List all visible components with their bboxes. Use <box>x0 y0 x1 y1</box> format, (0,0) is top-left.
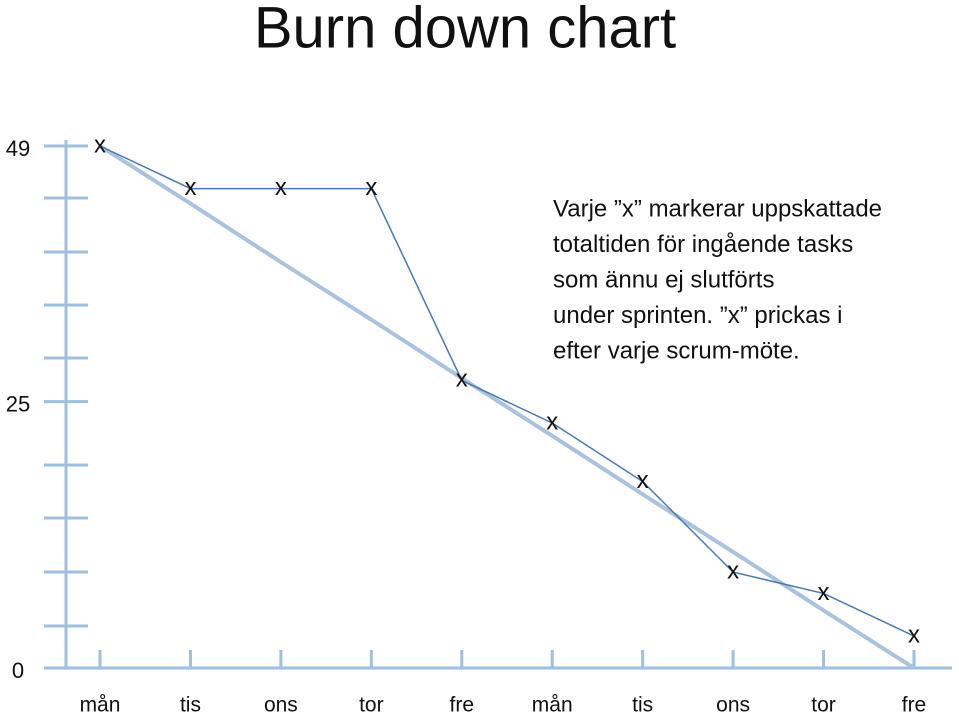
y-tick-label: 0 <box>12 658 24 683</box>
x-tick-label: fre <box>450 694 475 717</box>
x-tick-label: mån <box>532 694 573 717</box>
x-tick-label: tis <box>180 694 201 717</box>
chart-title: Burn down chart <box>254 0 676 60</box>
marker: x <box>908 621 920 648</box>
marker: x <box>94 131 106 158</box>
annotation: som ännu ej slutförts <box>553 266 774 293</box>
marker: x <box>637 467 649 494</box>
marker: x <box>184 174 196 201</box>
marker: x <box>818 579 830 606</box>
annotation: Varje ”x” markerar uppskattade <box>553 195 882 222</box>
x-tick-label: ons <box>264 694 298 717</box>
marker: x <box>727 557 739 584</box>
marker: x <box>546 408 558 435</box>
marker: x <box>365 174 377 201</box>
x-tick-label: tor <box>811 694 836 717</box>
annotation: totaltiden för ingående tasks <box>553 231 853 258</box>
annotation: efter varje scrum-möte. <box>553 337 800 364</box>
x-tick-label: tis <box>632 694 653 717</box>
actual-line <box>99 145 915 637</box>
annotation: under sprinten. ”x” prickas i <box>553 302 842 329</box>
x-tick-label: ons <box>716 694 750 717</box>
ideal-line <box>98 144 916 670</box>
y-tick-label: 25 <box>6 391 30 416</box>
x-tick-label: fre <box>902 694 927 717</box>
marker: x <box>275 174 287 201</box>
x-tick-label: mån <box>80 694 121 717</box>
x-tick-label: tor <box>359 694 384 717</box>
marker: x <box>456 366 468 393</box>
y-tick-label: 49 <box>6 136 30 161</box>
